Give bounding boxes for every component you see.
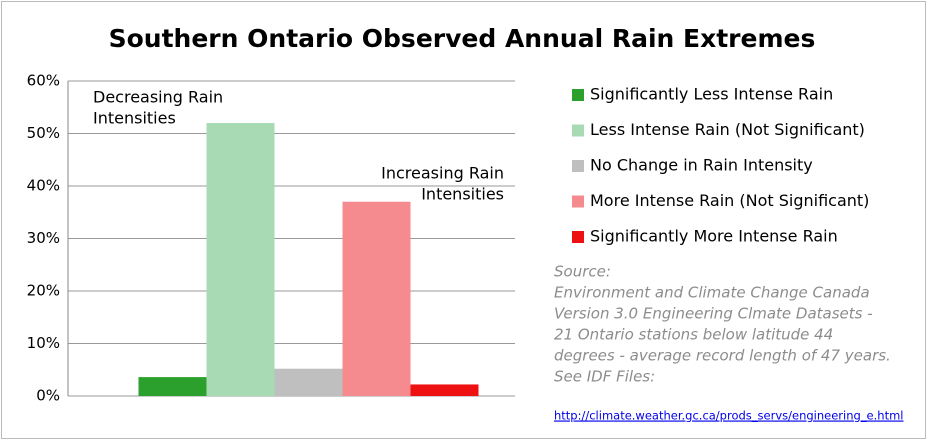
source-text: Environment and Climate Change Canada <box>554 284 870 302</box>
bar <box>206 123 275 396</box>
source-text: Source: <box>554 263 611 281</box>
legend-swatch <box>572 124 584 137</box>
source-text: degrees - average record length of 47 ye… <box>554 347 891 365</box>
legend-swatch <box>572 89 584 101</box>
legend-swatch <box>572 195 584 208</box>
y-tick-label: 50% <box>27 124 60 142</box>
y-tick-label: 20% <box>27 282 60 300</box>
legend-label: No Change in Rain Intensity <box>590 156 813 175</box>
y-tick-label: 60% <box>27 72 60 90</box>
legend-label: Significantly Less Intense Rain <box>590 85 833 104</box>
y-tick-label: 10% <box>27 334 60 352</box>
y-tick-label: 30% <box>27 229 60 247</box>
source-link[interactable]: http://climate.weather.gc.ca/prods_servs… <box>554 409 904 423</box>
legend-label: Significantly More Intense Rain <box>590 227 838 246</box>
legend-label: More Intense Rain (Not Significant) <box>590 191 869 210</box>
annotation: Decreasing Rain <box>93 88 223 107</box>
bar <box>138 377 207 396</box>
source-text: Version 3.0 Engineering Clmate Datasets … <box>554 305 873 323</box>
annotation: Increasing Rain <box>381 164 504 183</box>
legend-swatch <box>572 160 584 172</box>
source-text: 21 Ontario stations below latitude 44 <box>554 326 833 344</box>
annotation: Intensities <box>421 185 504 204</box>
legend-label: Less Intense Rain (Not Significant) <box>590 120 865 139</box>
source-text: See IDF Files: <box>554 368 655 386</box>
y-tick-label: 0% <box>36 387 60 405</box>
bar <box>342 201 411 396</box>
y-tick-label: 40% <box>27 177 60 195</box>
legend-swatch <box>572 231 584 243</box>
bar <box>274 368 343 396</box>
chart-title: Southern Ontario Observed Annual Rain Ex… <box>109 24 816 53</box>
annotation: Intensities <box>93 109 176 128</box>
bar <box>410 384 479 396</box>
